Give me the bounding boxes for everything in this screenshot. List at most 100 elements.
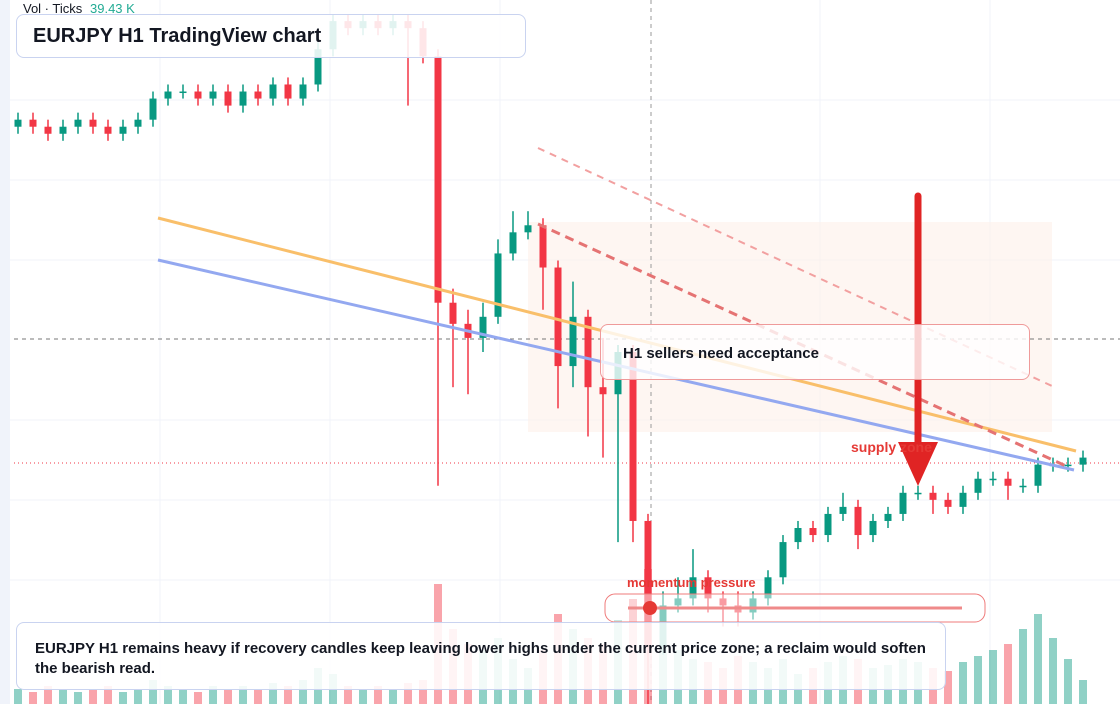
candle-body <box>179 91 187 94</box>
candle-body <box>884 513 892 521</box>
candle-body <box>494 253 502 317</box>
candle-layer <box>14 14 1087 704</box>
candle-body <box>914 492 922 495</box>
volume-bar <box>989 650 997 704</box>
candle-body <box>1079 457 1087 465</box>
volume-bar <box>1004 644 1012 704</box>
candle-body <box>314 49 322 85</box>
chart-title: EURJPY H1 TradingView chart <box>16 14 526 58</box>
candle-body <box>14 119 22 127</box>
candle-body <box>899 492 907 514</box>
candle-body <box>554 267 562 367</box>
volume-bar <box>1019 629 1027 704</box>
volume-bar <box>254 689 262 704</box>
left-strip <box>0 0 10 704</box>
candle-body <box>1019 485 1027 488</box>
candle-body <box>194 91 202 99</box>
candle-body <box>284 84 292 99</box>
candle-body <box>539 225 547 268</box>
candle-body <box>149 98 157 120</box>
candle-body <box>944 499 952 507</box>
volume-bar <box>74 692 82 704</box>
candle-body <box>599 387 607 395</box>
volume-bar <box>149 680 157 704</box>
candle-body <box>434 56 442 303</box>
volume-bar <box>164 686 172 704</box>
volume-bar <box>194 692 202 704</box>
candle-body <box>959 492 967 507</box>
volume-bar <box>1034 614 1042 704</box>
volume-bar <box>944 671 952 704</box>
volume-bar <box>419 680 427 704</box>
volume-bar <box>344 686 352 704</box>
candle-body <box>839 506 847 514</box>
candle-body <box>854 506 862 536</box>
volume-bar <box>299 680 307 704</box>
candle-body <box>119 126 127 134</box>
candle-body <box>809 528 817 536</box>
candle-body <box>1004 478 1012 486</box>
candle-body <box>104 126 112 134</box>
volume-bar <box>1079 680 1087 704</box>
volume-bar <box>269 683 277 704</box>
volume-bar <box>29 692 37 704</box>
candle-body <box>779 542 787 578</box>
volume-label: Vol · Ticks <box>23 1 83 16</box>
volume-value: 39.43 K <box>90 1 135 16</box>
candle-body <box>1064 464 1072 467</box>
candle-body <box>449 302 457 324</box>
volume-bar <box>14 689 22 704</box>
candle-body <box>824 513 832 536</box>
candle-body <box>794 528 802 543</box>
volume-bar <box>239 686 247 704</box>
volume-bar <box>59 689 67 704</box>
candle-body <box>59 126 67 134</box>
candle-body <box>584 316 592 388</box>
volume-bar <box>104 686 112 704</box>
candle-body <box>134 119 142 127</box>
volume-bar <box>224 689 232 704</box>
candle-body <box>869 520 877 536</box>
annotation-box: H1 sellers need acceptance <box>600 324 1030 380</box>
candle-body <box>224 91 232 106</box>
candle-body <box>629 352 637 521</box>
slider-label: momentum pressure <box>627 575 756 590</box>
volume-bar <box>959 662 967 704</box>
volume-bar <box>974 656 982 704</box>
candle-body <box>239 91 247 106</box>
candle-body <box>689 577 697 599</box>
arrow-head <box>898 442 938 486</box>
candle-body <box>974 478 982 493</box>
candle-body <box>1034 464 1042 486</box>
volume-bar <box>389 689 397 704</box>
candle-body <box>479 316 487 338</box>
candle-body <box>569 316 577 367</box>
volume-bar <box>284 686 292 704</box>
volume-bar <box>44 686 52 704</box>
volume-bar <box>359 689 367 704</box>
volume-bar <box>404 683 412 704</box>
candle-body <box>524 225 532 233</box>
volume-bar <box>374 686 382 704</box>
volume-bar <box>1049 638 1057 704</box>
candle-body <box>44 126 52 134</box>
zone-label: supply zone <box>851 439 932 455</box>
candle-body <box>74 119 82 127</box>
volume-bar <box>89 689 97 704</box>
candle-body <box>164 91 172 99</box>
volume-bar <box>134 689 142 704</box>
candle-body <box>254 91 262 99</box>
volume-bar <box>209 686 217 704</box>
candle-body <box>764 577 772 599</box>
candle-body <box>29 119 37 127</box>
volume-bar <box>1064 659 1072 704</box>
candle-body <box>509 232 517 254</box>
slider-knob[interactable] <box>643 601 657 615</box>
candle-body <box>644 520 652 648</box>
candle-body <box>269 84 277 99</box>
candle-body <box>89 119 97 127</box>
candle-body <box>209 91 217 99</box>
candle-body <box>299 84 307 99</box>
volume-bar <box>179 689 187 704</box>
